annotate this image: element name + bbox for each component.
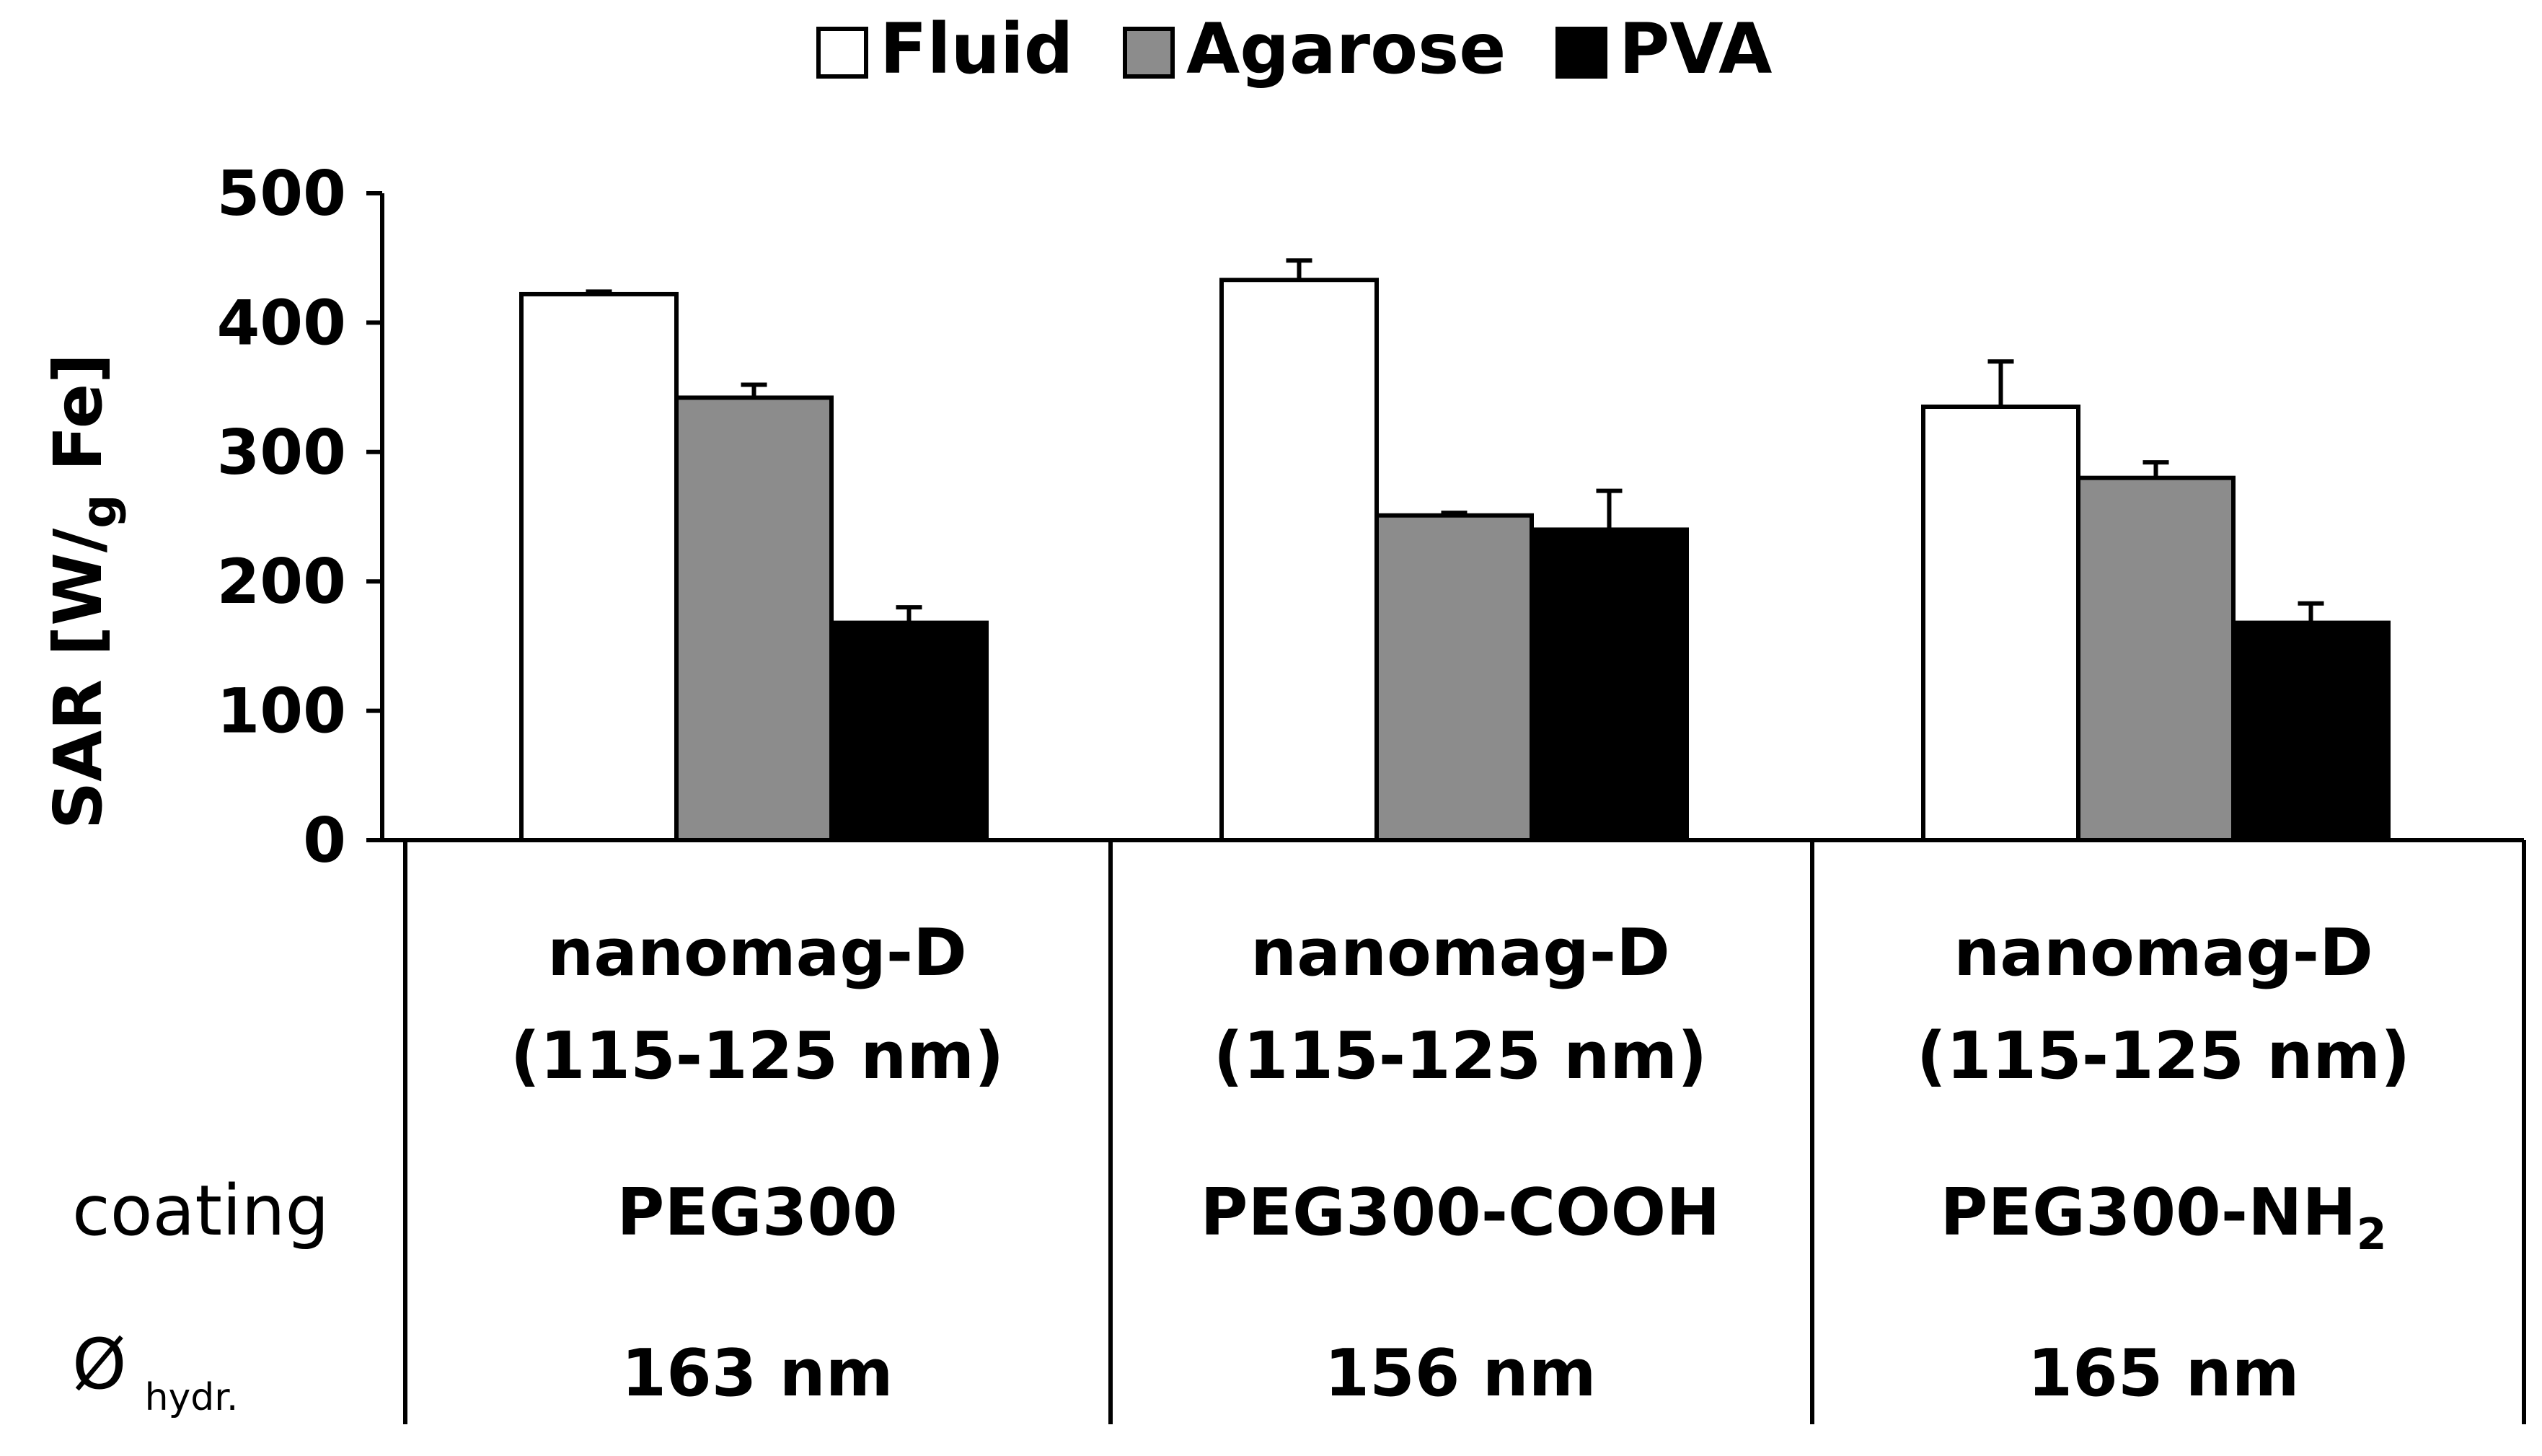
bars: [519, 258, 2391, 842]
legend-label-fluid: Fluid: [880, 9, 1073, 89]
group-2-particle-size: (115-125 nm): [1214, 1018, 1708, 1094]
group-1-particle-name: nanomag-D: [547, 915, 967, 991]
bar-pva-group-3: [2231, 620, 2391, 842]
table-group-1: nanomag-D (115-125 nm) PEG300 163 nm: [511, 915, 1005, 1411]
y-tick-label: 400: [216, 287, 346, 359]
y-tick-label: 500: [216, 158, 346, 230]
row-label-coating: coating: [72, 1170, 329, 1251]
group-2-diameter: 156 nm: [1324, 1336, 1596, 1411]
legend: Fluid Agarose PVA: [816, 9, 1772, 89]
legend-label-agarose: Agarose: [1186, 9, 1506, 89]
group-1-particle-size: (115-125 nm): [511, 1018, 1005, 1094]
bar-agarose-group-1: [674, 395, 834, 842]
table-group-3: nanomag-D (115-125 nm) PEG300-NH2 165 nm: [1917, 915, 2411, 1411]
group-2-coating: PEG300-COOH: [1201, 1175, 1721, 1250]
legend-label-pva: PVA: [1619, 9, 1772, 89]
group-2-particle-name: nanomag-D: [1250, 915, 1670, 991]
group-3-coating: PEG300-NH2: [1941, 1175, 2387, 1260]
bar-fluid-group-3: [1921, 405, 2080, 842]
group-1-diameter: 163 nm: [621, 1336, 893, 1411]
y-tick-label: 300: [216, 417, 346, 489]
legend-swatch-pva: [1555, 27, 1607, 79]
bar-agarose-group-3: [2076, 475, 2236, 842]
bar-fluid-group-1: [519, 291, 679, 842]
y-tick-label: 0: [303, 805, 346, 877]
group-3-particle-name: nanomag-D: [1954, 915, 2373, 991]
group-3-particle-size: (115-125 nm): [1917, 1018, 2411, 1094]
group-1-coating: PEG300: [617, 1175, 897, 1250]
bar-agarose-group-2: [1374, 513, 1534, 842]
bar-pva-group-2: [1530, 527, 1689, 842]
legend-swatch-agarose: [1123, 27, 1175, 79]
legend-swatch-fluid: [816, 27, 868, 79]
table-group-2: nanomag-D (115-125 nm) PEG300-COOH 156 n…: [1201, 915, 1721, 1411]
bar-pva-group-1: [829, 620, 989, 842]
y-tick-label: 100: [216, 676, 346, 748]
bar-fluid-group-2: [1219, 278, 1379, 842]
y-ticks: 0 100 200 300 400 500: [216, 158, 382, 877]
y-axis-label: SAR [W/g Fe]: [40, 353, 127, 829]
y-tick-label: 200: [216, 546, 346, 618]
group-3-diameter: 165 nm: [2027, 1336, 2299, 1411]
